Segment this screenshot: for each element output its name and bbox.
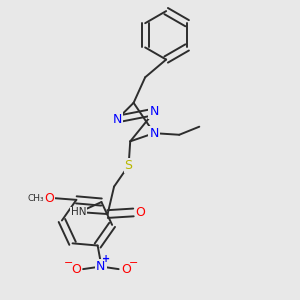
- Text: O: O: [121, 262, 131, 276]
- Text: S: S: [124, 159, 133, 172]
- Text: +: +: [102, 254, 110, 264]
- Text: N: N: [149, 127, 159, 140]
- Text: N: N: [113, 112, 122, 126]
- Text: O: O: [45, 192, 55, 205]
- Text: N: N: [149, 105, 159, 119]
- Text: N: N: [96, 260, 106, 273]
- Text: −: −: [128, 258, 138, 268]
- Text: O: O: [136, 206, 146, 219]
- Text: HN: HN: [71, 207, 86, 218]
- Text: O: O: [71, 262, 81, 276]
- Text: −: −: [64, 258, 73, 268]
- Text: CH₃: CH₃: [27, 194, 44, 203]
